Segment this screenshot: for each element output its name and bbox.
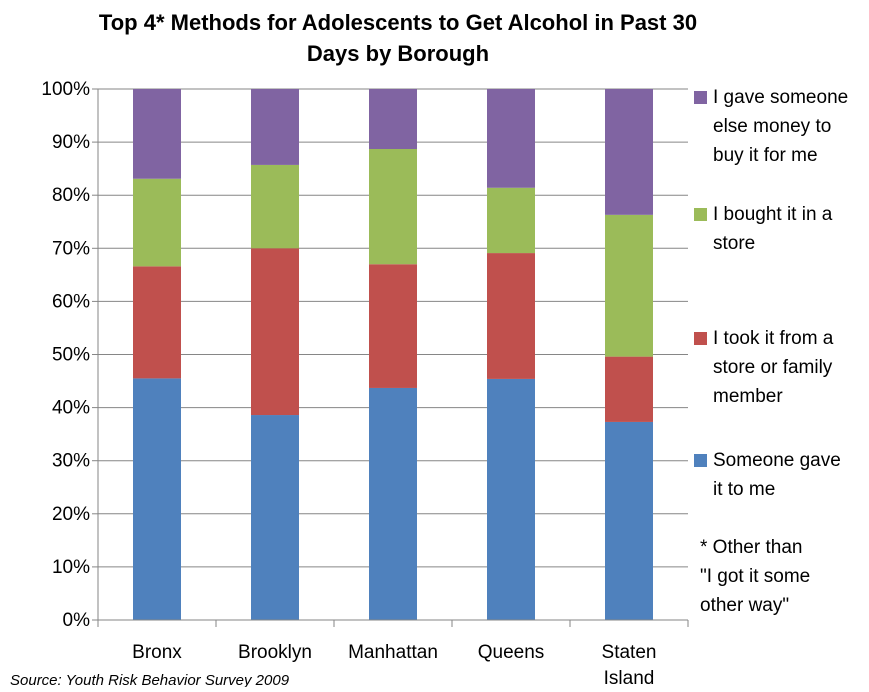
bar-segment xyxy=(487,253,535,379)
bar-segment xyxy=(369,149,417,265)
bar-segment xyxy=(133,378,181,620)
y-tick-label: 10% xyxy=(52,557,90,578)
bar-segment xyxy=(487,187,535,254)
bar-segment xyxy=(251,89,299,165)
footnote: "I got it some xyxy=(700,566,810,587)
y-tick-label: 20% xyxy=(52,504,90,525)
bar-segment xyxy=(605,356,653,422)
y-tick-label: 60% xyxy=(52,291,90,312)
legend-label: I bought it in a xyxy=(713,204,833,225)
bar-segment xyxy=(487,378,535,620)
legend-label: member xyxy=(713,386,783,407)
x-tick-label: Queens xyxy=(478,642,545,663)
legend-label: it to me xyxy=(713,479,775,500)
bar-segment xyxy=(251,248,299,416)
legend-label: else money to xyxy=(713,116,831,137)
bar-segment xyxy=(369,264,417,388)
legend-label: I gave someone xyxy=(713,87,848,108)
legend-label: Someone gave xyxy=(713,450,841,471)
y-tick-label: 50% xyxy=(52,345,90,366)
bar-segment xyxy=(605,421,653,620)
x-tick-label: Brooklyn xyxy=(238,642,312,663)
legend-label: I took it from a xyxy=(713,328,834,349)
x-tick-label: Island xyxy=(604,668,655,687)
bar-segment xyxy=(369,387,417,620)
x-tick-label: Staten xyxy=(602,642,657,663)
bar-segment xyxy=(251,415,299,620)
legend-swatch xyxy=(694,91,707,104)
legend-swatch xyxy=(694,454,707,467)
footnote: other way" xyxy=(700,595,789,616)
chart-title: Top 4* Methods for Adolescents to Get Al… xyxy=(99,10,697,35)
legend-label: store or family xyxy=(713,357,833,378)
bar-segment xyxy=(251,164,299,249)
footnote: * Other than xyxy=(700,537,802,558)
bar-segment xyxy=(487,89,535,188)
y-tick-label: 70% xyxy=(52,238,90,259)
x-tick-label: Manhattan xyxy=(348,642,438,663)
y-tick-label: 30% xyxy=(52,451,90,472)
legend-label: store xyxy=(713,233,755,254)
bar-segment xyxy=(605,89,653,215)
x-tick-label: Bronx xyxy=(132,642,182,663)
legend-swatch xyxy=(694,208,707,221)
legend-swatch xyxy=(694,332,707,345)
source-note: Source: Youth Risk Behavior Survey 2009 xyxy=(10,672,290,687)
bar-segment xyxy=(133,266,181,379)
bar-segment xyxy=(133,89,181,179)
bar-segment xyxy=(369,89,417,150)
bar-segment xyxy=(133,178,181,267)
y-tick-label: 80% xyxy=(52,185,90,206)
y-tick-label: 100% xyxy=(41,79,90,100)
y-tick-label: 40% xyxy=(52,398,90,419)
y-tick-label: 90% xyxy=(52,132,90,153)
legend-label: buy it for me xyxy=(713,145,818,166)
y-tick-label: 0% xyxy=(63,610,91,631)
bar-segment xyxy=(605,214,653,357)
chart-title: Days by Borough xyxy=(307,41,489,66)
